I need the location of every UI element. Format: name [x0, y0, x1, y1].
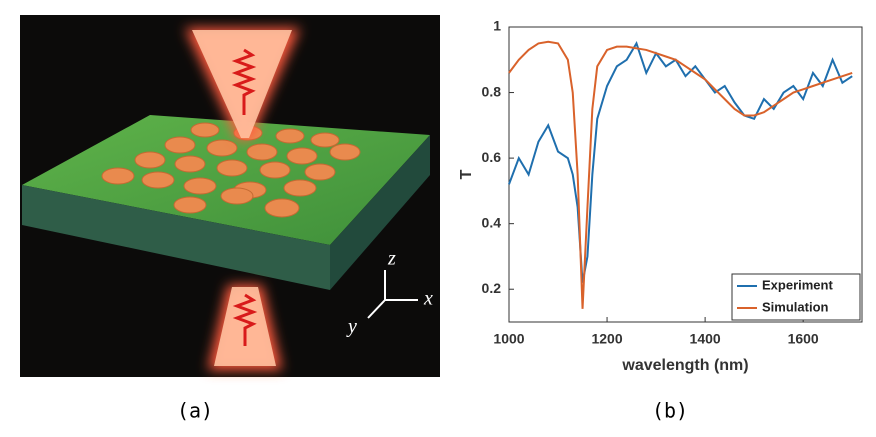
chart: 1000 1200 1400 1600 0.2 0.4 0.6 0.8 1 wavelength …	[458, 18, 863, 374]
x-axis-label: wavelength (nm)	[621, 357, 748, 374]
slab-top	[22, 115, 430, 245]
legend-label: Experiment	[762, 277, 833, 292]
x-tick-label: 1000	[493, 331, 524, 347]
slab-front	[22, 185, 330, 290]
slab-side	[330, 135, 430, 290]
y-tick-label: 0.6	[482, 149, 502, 165]
legend-box	[731, 273, 861, 321]
y-tick-label: 0.2	[482, 280, 502, 296]
caption: (a)	[177, 399, 213, 423]
series-line	[508, 40, 853, 309]
axis-label: y	[346, 316, 357, 338]
axis-label: z	[387, 248, 396, 270]
x-tick-label: 1200	[591, 331, 622, 347]
legend: Experiment Simulation	[731, 273, 861, 321]
x-tick-label: 1600	[788, 331, 819, 347]
y-tick-label: 1	[493, 18, 501, 34]
y-axis-label: T	[458, 169, 475, 179]
wave	[231, 48, 257, 115]
illustration: z x y	[20, 15, 440, 377]
discs	[101, 122, 361, 218]
axis-label: x	[423, 288, 433, 310]
y-tick-label: 0.8	[482, 83, 502, 99]
series-line	[508, 41, 853, 283]
axes-arrows	[367, 270, 418, 319]
wave	[232, 293, 258, 346]
legend-label: Simulation	[762, 299, 829, 314]
y-tick-label: 0.4	[482, 214, 502, 230]
x-tick-label: 1400	[690, 331, 721, 347]
caption: (b)	[652, 399, 688, 423]
